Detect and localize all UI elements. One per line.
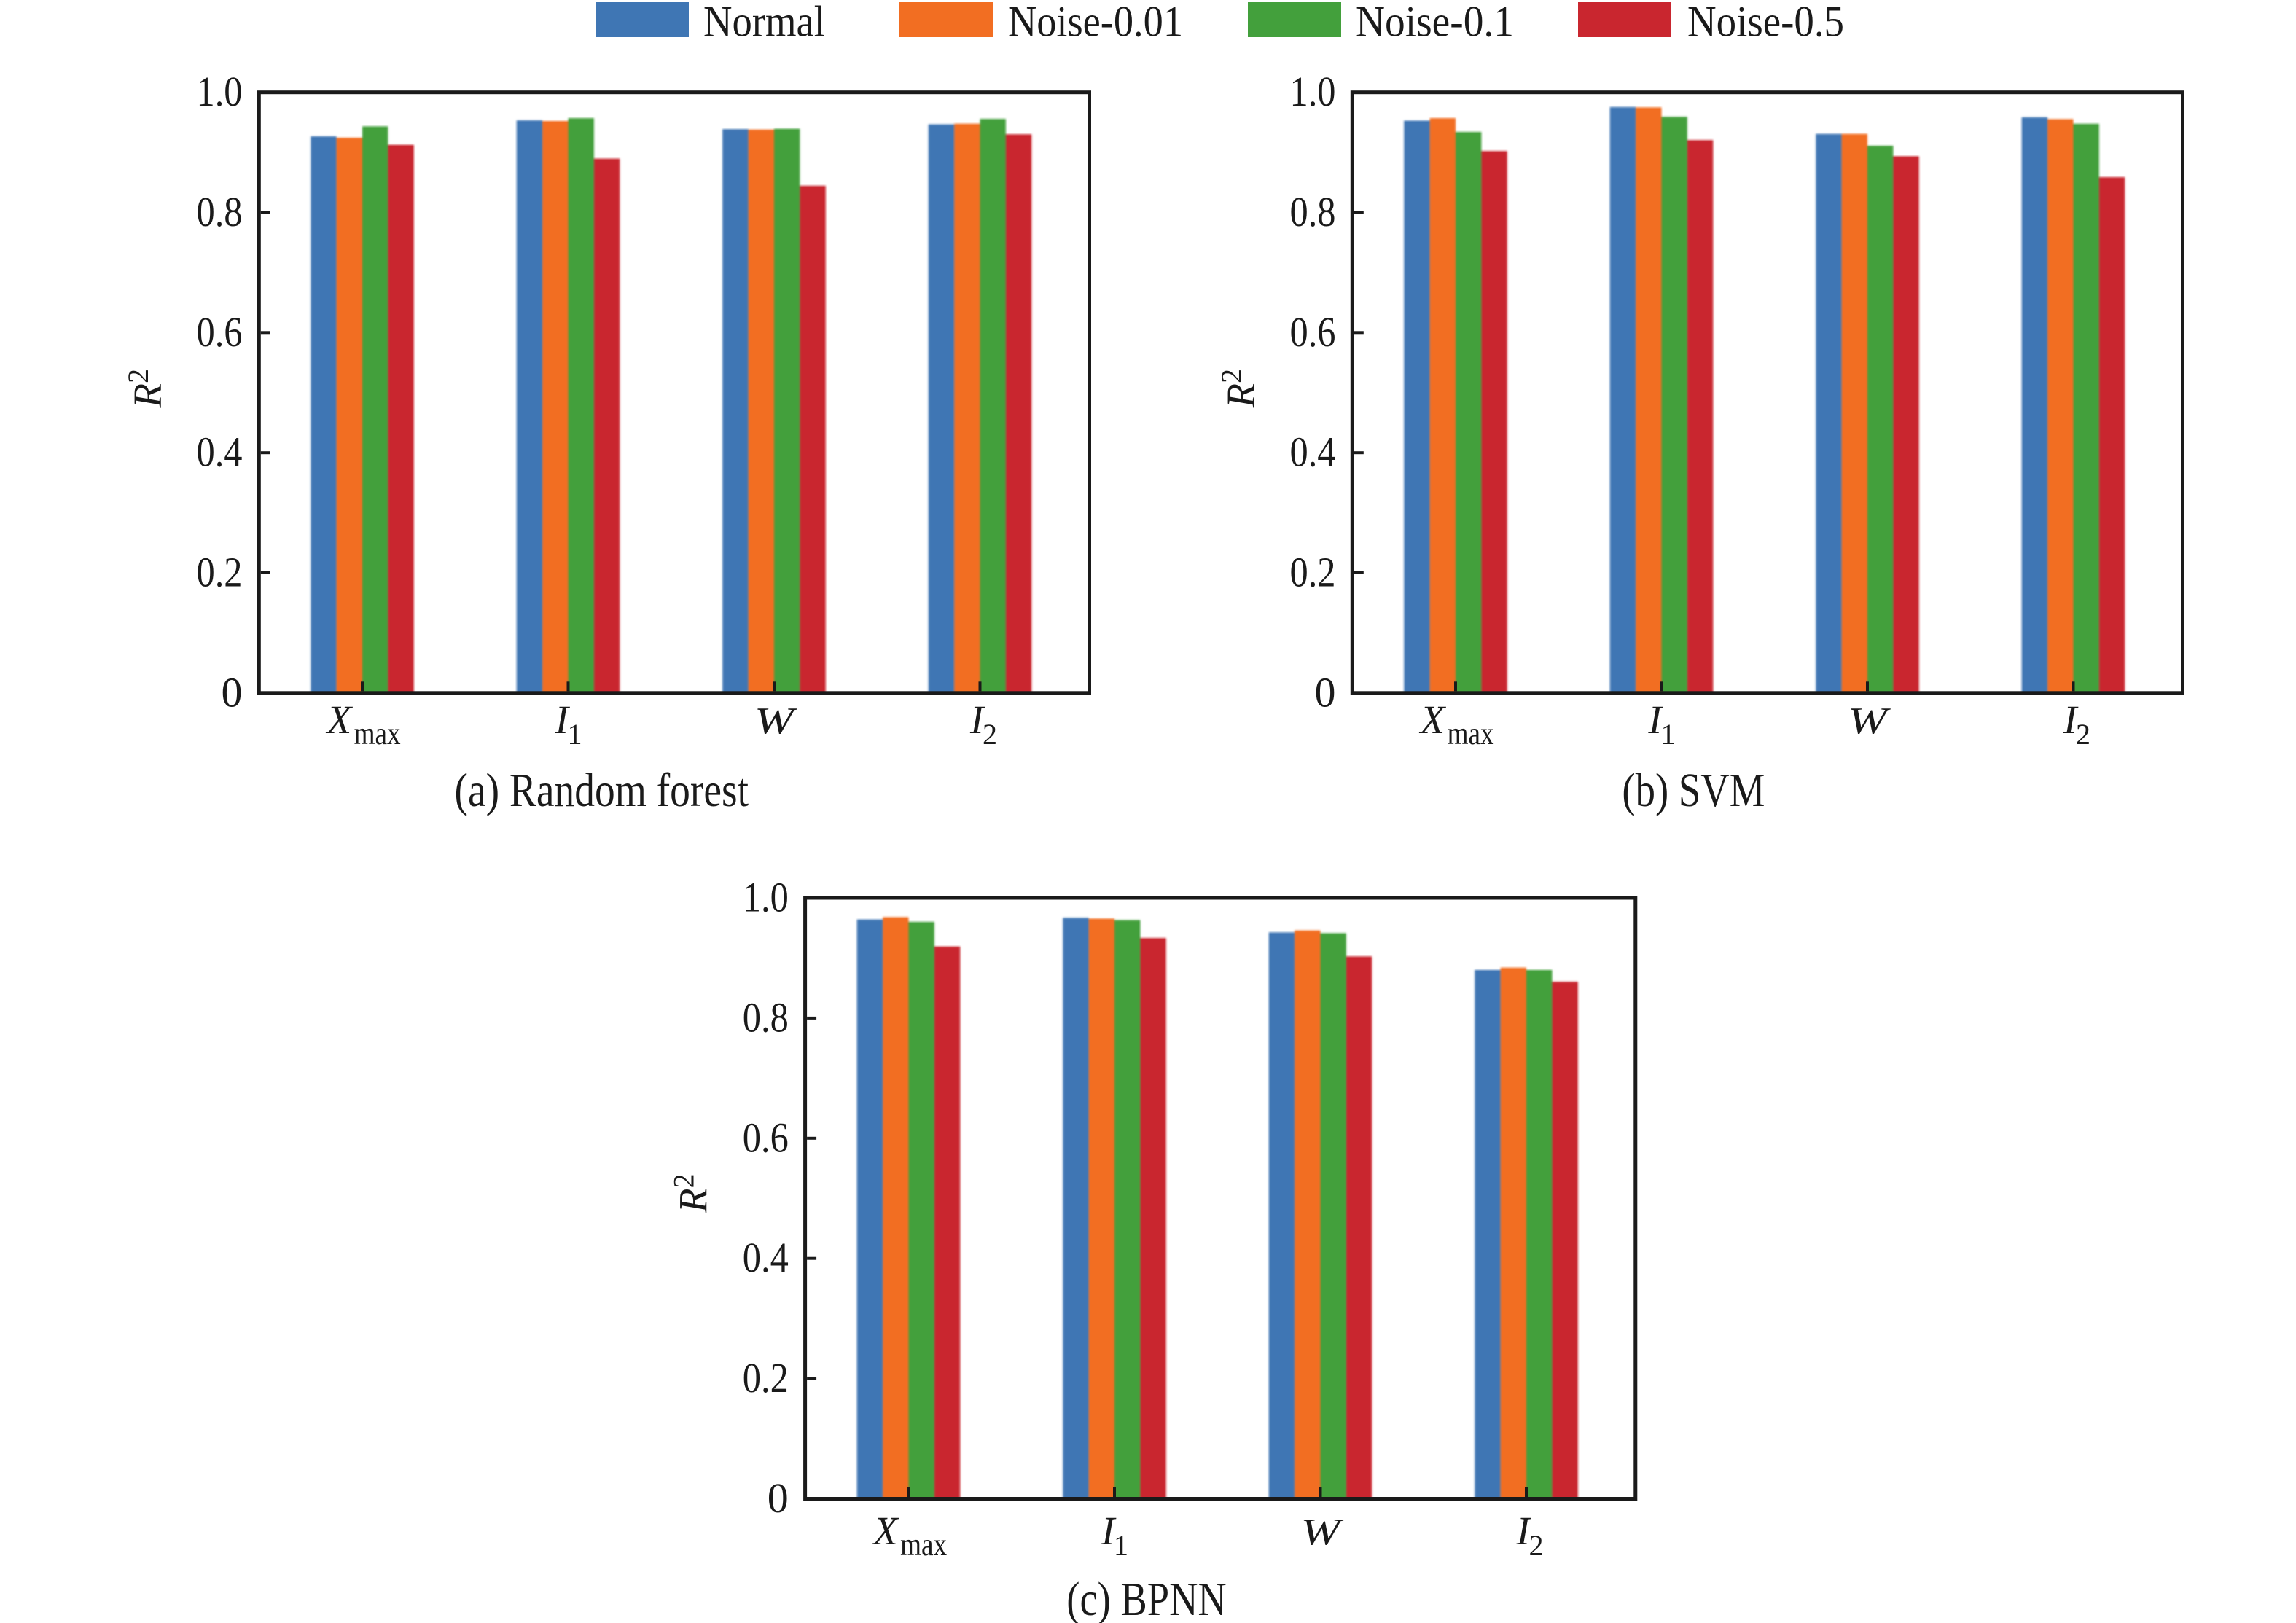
svg-text:Noise-0.5: Noise-0.5 — [1687, 0, 1844, 46]
svg-text:0.8: 0.8 — [1290, 188, 1336, 235]
svg-text:X: X — [872, 1509, 899, 1553]
svg-text:X: X — [326, 697, 354, 742]
svg-text:I: I — [969, 697, 985, 742]
svg-text:2: 2 — [2076, 718, 2090, 751]
svg-text:0.4: 0.4 — [743, 1234, 789, 1281]
svg-text:(c) BPNN: (c) BPNN — [1066, 1573, 1227, 1623]
svg-text:0.4: 0.4 — [1290, 429, 1336, 476]
svg-text:(b) SVM: (b) SVM — [1622, 764, 1765, 817]
svg-text:0: 0 — [1315, 668, 1336, 716]
svg-text:W: W — [754, 700, 798, 742]
svg-text:W: W — [1301, 1511, 1345, 1553]
svg-text:I: I — [555, 697, 571, 742]
svg-text:0.6: 0.6 — [1290, 308, 1336, 356]
svg-text:I: I — [1516, 1509, 1532, 1553]
svg-text:0.6: 0.6 — [197, 308, 243, 356]
svg-text:max: max — [354, 716, 401, 751]
svg-text:0: 0 — [222, 668, 243, 716]
svg-text:0.4: 0.4 — [197, 429, 243, 476]
svg-text:max: max — [1448, 716, 1494, 751]
svg-text:2: 2 — [983, 718, 997, 751]
svg-text:I: I — [2063, 697, 2079, 742]
svg-text:2: 2 — [1529, 1529, 1544, 1562]
svg-text:1.0: 1.0 — [197, 68, 243, 115]
svg-text:X: X — [1419, 697, 1447, 742]
svg-text:Normal: Normal — [703, 0, 825, 46]
svg-text:1: 1 — [1661, 718, 1676, 751]
svg-text:0.2: 0.2 — [197, 549, 243, 596]
svg-text:0: 0 — [768, 1474, 789, 1522]
svg-text:1.0: 1.0 — [1290, 68, 1336, 115]
svg-text:1: 1 — [1114, 1529, 1128, 1562]
svg-text:0.8: 0.8 — [743, 993, 789, 1041]
svg-text:Noise-0.01: Noise-0.01 — [1008, 0, 1183, 46]
svg-text:I: I — [1101, 1509, 1117, 1553]
svg-text:(a) Random forest: (a) Random forest — [455, 764, 749, 817]
svg-text:1.0: 1.0 — [743, 874, 789, 921]
svg-text:max: max — [900, 1527, 947, 1563]
svg-text:0.2: 0.2 — [1290, 549, 1336, 596]
svg-text:0.6: 0.6 — [743, 1114, 789, 1161]
svg-text:0.8: 0.8 — [197, 188, 243, 235]
svg-text:I: I — [1648, 697, 1664, 742]
svg-text:Noise-0.1: Noise-0.1 — [1356, 0, 1514, 46]
svg-text:0.2: 0.2 — [743, 1354, 789, 1401]
svg-text:W: W — [1848, 700, 1891, 742]
svg-text:1: 1 — [568, 718, 582, 751]
